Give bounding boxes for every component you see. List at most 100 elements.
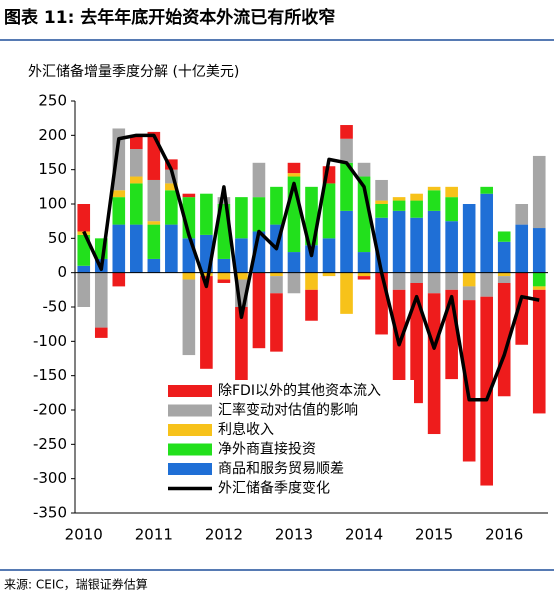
bar-segment <box>515 204 529 225</box>
bar-segment <box>532 272 546 287</box>
x-tick-label: 2013 <box>275 526 313 544</box>
bar-segment <box>410 272 423 283</box>
bar-segment <box>147 224 161 259</box>
bar-segment <box>235 307 248 390</box>
bar-segment <box>305 289 318 321</box>
bar-segment <box>480 186 493 194</box>
source: 来源: CEIC，瑞银证券估算 <box>4 577 148 592</box>
bar-segment <box>287 252 301 273</box>
series-line <box>82 133 540 402</box>
bar-segment <box>252 197 266 232</box>
y-tick-label: -50 <box>43 298 68 316</box>
bar-segment <box>427 210 441 273</box>
bar-segment <box>532 286 546 290</box>
bar-segment <box>410 282 423 404</box>
bar-segment <box>287 162 301 174</box>
bar-segment <box>270 276 283 294</box>
bar-segment <box>497 241 511 273</box>
bar-segment <box>200 193 213 235</box>
bar-segment <box>270 186 283 225</box>
bar-segment <box>322 183 336 239</box>
bar-segment <box>217 272 231 280</box>
bar-segment <box>340 125 353 139</box>
bar-segment <box>305 272 318 290</box>
bar-segment <box>77 234 91 266</box>
y-tick-label: 100 <box>38 195 67 213</box>
y-tick-label: -100 <box>33 332 67 350</box>
bar-segment <box>130 176 143 184</box>
bar-segment <box>112 272 126 287</box>
bar-segment <box>375 179 388 201</box>
bar-segment <box>112 197 126 225</box>
bar-segment <box>130 149 143 177</box>
y-tick-label: -200 <box>33 401 67 419</box>
x-tick-label: 2011 <box>135 526 173 544</box>
bar-segment <box>497 231 511 242</box>
legend-label: 利息收入 <box>218 421 274 438</box>
legend-label: 外汇储备季度变化 <box>218 480 330 497</box>
bar-segment <box>427 272 441 294</box>
legend-swatch <box>168 385 212 397</box>
bar-segment <box>340 162 353 211</box>
bar-segment <box>147 221 161 225</box>
bar-segment <box>375 272 388 335</box>
bar-segment <box>427 186 441 191</box>
bar-segment <box>445 272 458 290</box>
x-tick-label: 2014 <box>345 526 383 544</box>
legend-label: 商品和服务贸易顺差 <box>218 461 344 477</box>
legend-swatch <box>168 404 212 417</box>
bar-segment <box>305 245 318 273</box>
chart-title: 图表 11: 去年年底开始资本外流已有所收窄 <box>4 7 335 28</box>
bar-segment <box>217 197 231 204</box>
bar-segment <box>270 272 283 277</box>
bar-segment <box>515 272 529 345</box>
bar-segment <box>392 210 406 273</box>
bar-segment <box>235 238 248 273</box>
bar-segment <box>130 135 143 150</box>
y-tick-label: -300 <box>33 469 67 487</box>
bar-segment <box>340 138 353 163</box>
bar-segment <box>287 173 301 177</box>
bar-segment <box>462 286 476 301</box>
bar-segment <box>200 272 213 277</box>
bar-segment <box>322 238 336 273</box>
legend-swatch <box>168 443 212 456</box>
bar-segment <box>357 272 371 277</box>
bar-segment <box>235 272 248 280</box>
bar-segment <box>217 258 231 273</box>
bar-segment <box>94 327 108 338</box>
bar-segment <box>410 193 423 201</box>
bar-segment <box>462 300 476 462</box>
bar-segment <box>165 183 178 191</box>
y-tick-label: 0 <box>57 263 67 281</box>
bar-segment <box>375 200 388 204</box>
bar-segment <box>427 293 441 435</box>
bar-segment <box>410 217 423 273</box>
bar-segment <box>410 200 423 218</box>
bar-segment <box>392 197 406 201</box>
bar-segment <box>340 272 353 314</box>
bar-segment <box>130 183 143 225</box>
bar-segment <box>515 224 529 273</box>
bar-segment <box>375 204 388 218</box>
bar-segment <box>445 186 458 198</box>
bar-segment <box>147 258 161 273</box>
bar-segment <box>480 193 493 273</box>
bar-segment <box>165 159 178 170</box>
bar-segment <box>445 197 458 222</box>
bar-segment <box>497 276 511 283</box>
x-tick-label: 2016 <box>485 526 523 544</box>
chart-subtitle: 外汇储备增量季度分解 (十亿美元) <box>28 63 239 80</box>
bar-segment <box>235 197 248 239</box>
x-tick-label: 2012 <box>205 526 243 544</box>
bar-segment <box>112 224 126 273</box>
bar-segment <box>200 276 213 369</box>
bar-segment <box>427 190 441 211</box>
y-tick-label: -150 <box>33 366 67 384</box>
bar-segment <box>340 210 353 273</box>
bar-segment <box>392 272 406 290</box>
bar-segment <box>357 252 371 273</box>
bar-segment <box>497 272 511 277</box>
bar-segment <box>252 272 266 349</box>
bar-segment <box>392 200 406 211</box>
